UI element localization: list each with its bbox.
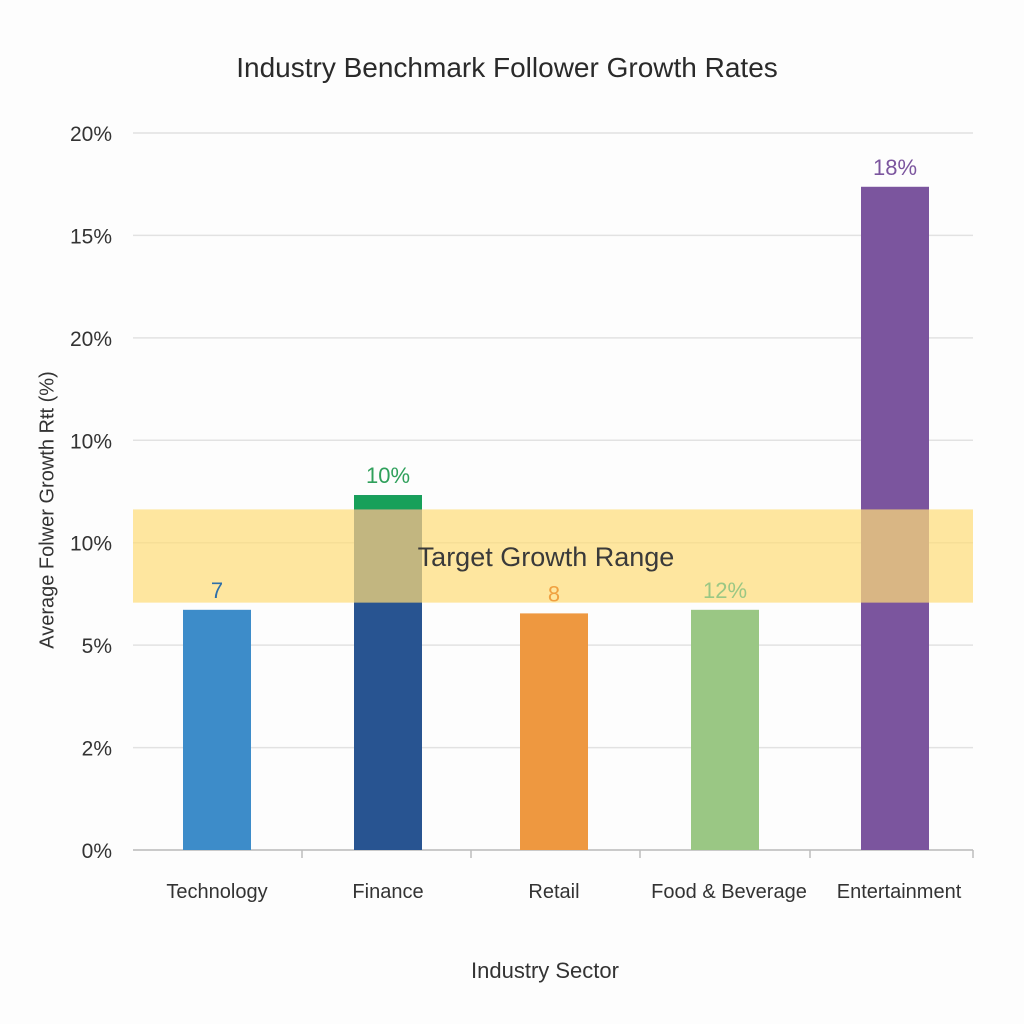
- data-label: 7: [211, 578, 223, 603]
- bar-technology: [183, 609, 251, 850]
- y-tick-label: 20%: [70, 123, 112, 146]
- x-tick-label: Retail: [528, 881, 579, 903]
- data-label: 10%: [366, 463, 410, 488]
- x-axis-title: Industry Sector: [471, 958, 619, 983]
- y-tick-label: 2%: [82, 738, 112, 761]
- y-tick-label: 15%: [70, 225, 112, 248]
- x-tick-label: Technology: [166, 881, 267, 903]
- bar-food-beverage: [691, 609, 759, 850]
- x-tick-label: Entertainment: [837, 881, 962, 903]
- bar-finance-cap: [354, 495, 422, 510]
- bar-retail: [520, 613, 588, 850]
- chart-title: Industry Benchmark Follower Growth Rates: [236, 52, 778, 83]
- x-tick-label: Food & Beverage: [651, 881, 807, 903]
- y-tick-label: 5%: [82, 635, 112, 658]
- target-band-label: Target Growth Range: [418, 542, 675, 572]
- y-axis-title: Average Folwer Growth Rŧt (%): [36, 371, 59, 649]
- data-label: 18%: [873, 155, 917, 180]
- y-tick-label: 10%: [70, 430, 112, 453]
- y-tick-label: 10%: [70, 533, 112, 556]
- target-band: [133, 509, 973, 603]
- y-tick-label: 0%: [82, 840, 112, 863]
- x-tick-label: Finance: [352, 881, 423, 903]
- data-label: 12%: [703, 578, 747, 603]
- y-tick-label: 20%: [70, 328, 112, 351]
- data-label: 8: [548, 581, 560, 606]
